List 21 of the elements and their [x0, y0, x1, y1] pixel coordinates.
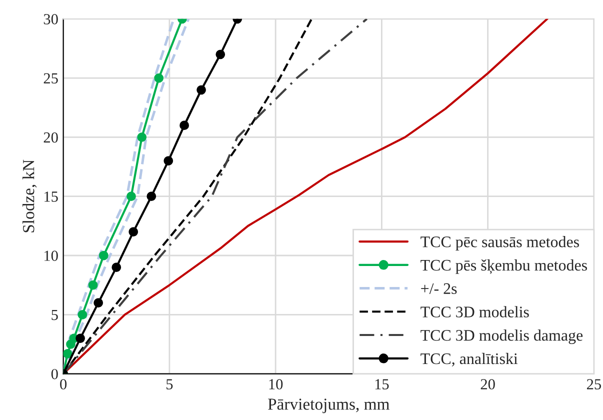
legend-label: TCC 3D modelis [420, 306, 529, 318]
legend-label: TCC pēs šķembu metodes [420, 259, 587, 274]
x-tick-label: 5 [166, 379, 173, 390]
legend-label: TCC 3D modelis damage [420, 330, 583, 344]
legend-label: TCC, analītiski [420, 352, 518, 366]
x-axis-title: Pārvietojums, mm [268, 398, 390, 414]
legend-label: TCC pēc sausās metodes [420, 236, 579, 251]
y-tick-label: 10 [44, 250, 58, 261]
y-tick-label: 20 [44, 132, 58, 143]
x-tick-label: 0 [60, 379, 67, 390]
legend-label: +/- 2s [421, 283, 457, 294]
x-tick-label: 15 [375, 379, 389, 390]
y-tick-label: 25 [44, 73, 58, 84]
y-tick-label: 0 [51, 368, 58, 380]
y-tick-label: 5 [52, 310, 58, 320]
y-tick-label: 30 [44, 14, 58, 24]
y-axis-title: Slodze, kN [22, 160, 37, 232]
x-tick-label: 25 [586, 379, 601, 390]
x-tick-label: 20 [480, 379, 495, 390]
y-tick-label: 15 [44, 192, 58, 202]
x-tick-label: 10 [269, 379, 283, 390]
